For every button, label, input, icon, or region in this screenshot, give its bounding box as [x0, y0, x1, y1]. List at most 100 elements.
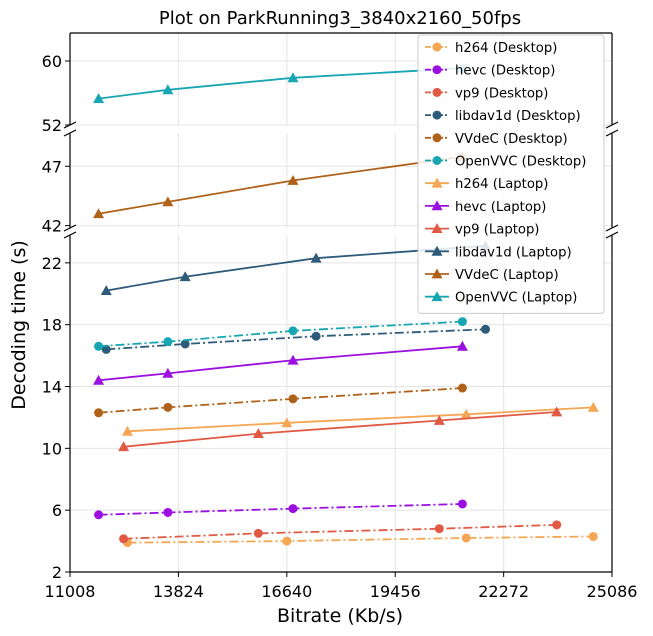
data-point: [163, 402, 173, 412]
x-tick-label: 16640: [261, 582, 312, 601]
y-tick-label: 10: [42, 439, 62, 458]
data-point: [457, 499, 467, 509]
data-point: [287, 175, 299, 185]
data-point: [93, 93, 105, 103]
legend-label: h264 (Desktop): [455, 41, 557, 56]
legend-marker-swatch: [431, 291, 443, 302]
data-point: [434, 524, 444, 534]
legend-label: hevc (Desktop): [455, 64, 555, 79]
series-line: [98, 387, 463, 414]
legend-marker-swatch: [432, 65, 442, 75]
legend-marker-swatch: [432, 133, 442, 143]
series-vp9-desktop: [119, 520, 562, 544]
data-point: [119, 534, 129, 544]
series-line: [98, 503, 463, 516]
legend-marker-swatch: [431, 223, 443, 233]
legend-marker-swatch: [431, 268, 443, 279]
x-tick-label: 13824: [153, 582, 204, 601]
legend-marker-swatch: [432, 110, 442, 120]
x-axis-label: Bitrate (Kb/s): [277, 605, 403, 627]
legend-label: vp9 (Laptop): [455, 223, 539, 238]
y-tick-label: 47: [42, 157, 62, 176]
data-point: [311, 331, 321, 341]
data-point: [288, 326, 298, 336]
data-point: [94, 408, 104, 418]
series-libdav1d-desktop: [101, 324, 490, 354]
legend-label: vp9 (Desktop): [455, 86, 548, 101]
legend-marker-swatch: [431, 245, 443, 256]
data-point: [588, 531, 598, 541]
data-point: [460, 408, 472, 419]
data-point: [100, 285, 112, 296]
data-point: [456, 340, 468, 351]
legend-entry: OpenVVC (Laptop): [425, 291, 577, 306]
series-line: [98, 345, 463, 382]
series-line: [127, 406, 594, 433]
data-point: [551, 406, 563, 417]
series-line: [123, 523, 557, 540]
data-point: [252, 428, 264, 439]
data-point: [121, 425, 133, 436]
legend-entry: libdav1d (Desktop): [425, 109, 581, 124]
chart-title: Plot on ParkRunning3_3840x2160_50fps: [159, 8, 521, 29]
legend-marker-swatch: [431, 200, 443, 211]
data-point: [94, 341, 104, 351]
data-point: [480, 324, 490, 334]
y-tick-label: 22: [42, 254, 62, 273]
legend-marker-swatch: [432, 156, 442, 165]
series-h264-laptop: [121, 401, 599, 436]
y-tick-label: 2: [52, 563, 62, 582]
series-h264-desktop: [122, 531, 598, 548]
legend-label: VVdeC (Laptop): [455, 268, 559, 283]
legend-entry: h264 (Laptop): [425, 177, 548, 192]
legend-entry: VVdeC (Laptop): [425, 268, 559, 283]
data-point: [162, 367, 174, 378]
data-point: [162, 196, 174, 207]
series-vp9-laptop: [118, 406, 563, 452]
data-point: [180, 339, 190, 349]
legend-entry: hevc (Desktop): [425, 64, 555, 79]
x-tick-label: 11008: [45, 582, 96, 601]
y-tick-label: 42: [42, 217, 62, 236]
legend-box: [417, 34, 605, 314]
series-line: [123, 411, 557, 448]
series-line: [127, 535, 594, 544]
series-line: [106, 244, 486, 292]
data-point: [163, 507, 173, 517]
data-point: [253, 528, 263, 538]
legend-entry: hevc (Laptop): [425, 200, 546, 215]
axes-frame: [63, 32, 619, 573]
legend-label: VVdeC (Desktop): [455, 132, 568, 147]
legend-label: OpenVVC (Laptop): [455, 291, 577, 306]
series-line: [106, 328, 486, 351]
axis-break-mark: [605, 224, 619, 232]
series-hevc-laptop: [93, 340, 468, 385]
series-line: [98, 67, 463, 100]
data-point: [587, 401, 599, 412]
y-tick-label: 60: [42, 52, 62, 71]
legend-entry: OpenVVC (Desktop): [425, 155, 586, 170]
x-tick-label: 19456: [370, 582, 421, 601]
x-tick-label: 25086: [587, 582, 638, 601]
legend-entry: libdav1d (Laptop): [425, 245, 572, 260]
legend-label: libdav1d (Desktop): [455, 109, 581, 124]
data-point: [457, 317, 467, 327]
series-line: [98, 320, 463, 348]
series-line: [98, 155, 463, 215]
data-point: [93, 208, 105, 219]
y-tick-label: 14: [42, 377, 62, 396]
series-layer: [93, 62, 599, 548]
y-tick-label: 52: [42, 116, 62, 135]
series-vvdec-laptop: [93, 151, 468, 219]
series-openvvc-laptop: [93, 62, 468, 103]
x-axis-ticks: 11008 13824 16640 19456 22272 25086: [45, 572, 638, 601]
legend-label: hevc (Laptop): [455, 200, 546, 215]
data-point: [287, 72, 299, 83]
legend-marker-swatch: [431, 177, 443, 188]
axis-break-mark: [605, 121, 619, 129]
data-point: [282, 536, 292, 546]
legend-label: OpenVVC (Desktop): [455, 155, 586, 170]
legend-entry: vp9 (Desktop): [425, 86, 548, 101]
y-axis-label: Decoding time (s): [8, 240, 30, 410]
